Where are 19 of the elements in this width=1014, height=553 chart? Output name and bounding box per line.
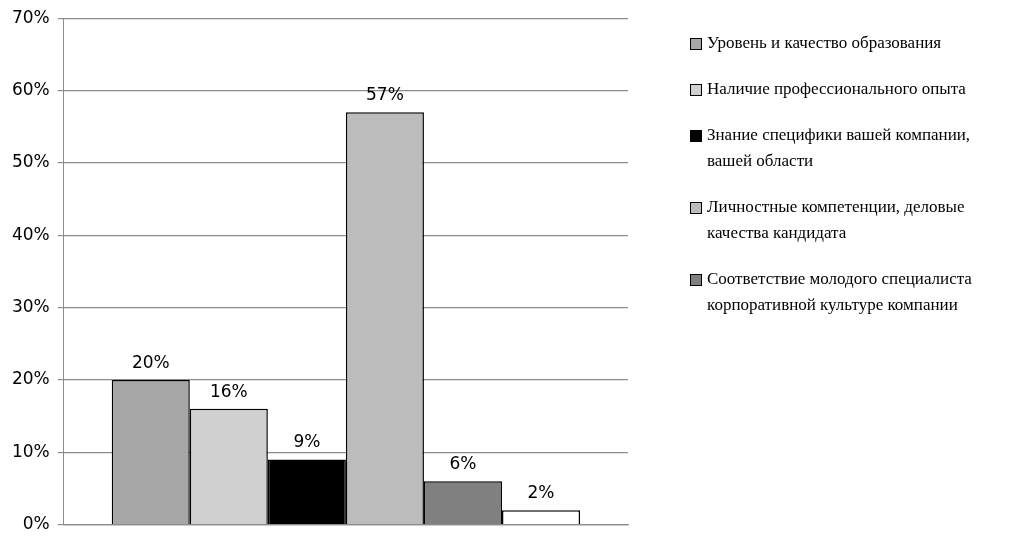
y-tick-label: 30%	[11, 295, 50, 316]
data-label: 6%	[449, 453, 477, 474]
y-tick-label: 0%	[22, 513, 50, 534]
y-tick-label: 10%	[11, 440, 50, 461]
data-label: 2%	[527, 482, 555, 503]
data-label: 16%	[209, 380, 248, 401]
y-tick-label: 40%	[11, 223, 50, 244]
y-tick-label: 50%	[11, 151, 50, 172]
y-tick-label: 70%	[11, 6, 50, 27]
y-tick-label: 20%	[11, 368, 50, 389]
legend-label: Наличие профессионального опыта	[707, 78, 966, 100]
legend-label: Личностные компетенции, деловые качества кандидата	[707, 196, 966, 244]
data-label: 57%	[366, 84, 404, 105]
legend-label: Соответствие молодого специалиста корпоративной культуре компании	[707, 268, 973, 316]
legend-label: Уровень и качество образования	[707, 32, 942, 54]
data-label: 9%	[293, 431, 321, 452]
data-label: 20%	[131, 351, 170, 372]
y-tick-label: 60%	[11, 78, 50, 99]
legend-label: Знание специфики вашей компании, вашей области	[707, 124, 972, 172]
